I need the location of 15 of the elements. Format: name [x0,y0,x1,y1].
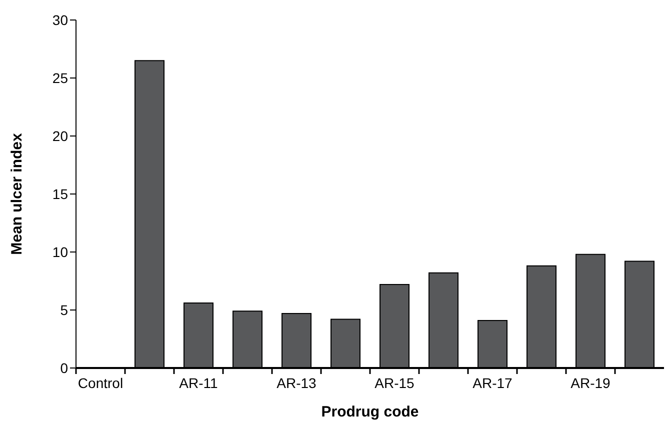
y-tick-label: 30 [52,12,68,28]
x-tick-label: AR-19 [570,375,611,391]
y-tick-label: 10 [52,244,68,260]
y-tick-label: 0 [60,360,68,376]
x-axis-title: Prodrug code [321,404,419,421]
x-tick-label: AR-17 [472,375,513,391]
y-tick-label: 20 [52,128,68,144]
x-tick-label: Control [78,375,124,391]
x-tick-label: AR-15 [374,375,415,391]
y-tick-label: 25 [52,70,68,86]
y-tick-label: 5 [60,302,68,318]
y-tick-label: 15 [52,186,68,202]
x-tick-label: AR-11 [179,375,218,391]
y-axis-title: Mean ulcer index [8,132,26,255]
x-tick-label: AR-13 [276,375,317,391]
